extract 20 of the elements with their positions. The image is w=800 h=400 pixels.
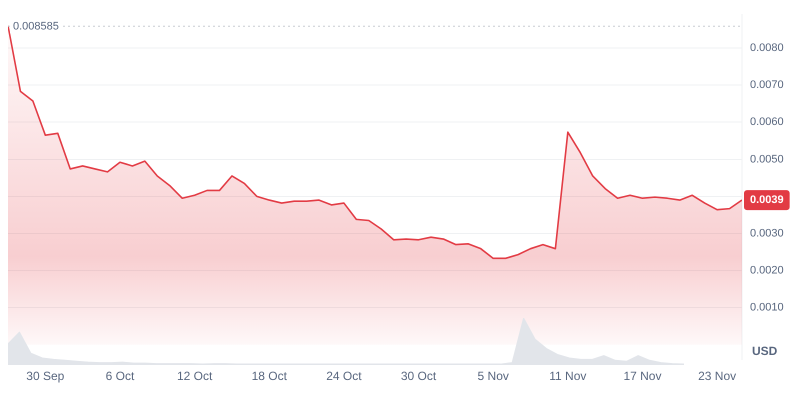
x-tick-label: 17 Nov <box>623 369 662 384</box>
data-label: 0.0039 <box>750 194 784 206</box>
y-tick-label: 0.0050 <box>750 153 784 166</box>
x-tick-label: 12 Oct <box>176 369 213 384</box>
x-tick-label: 6 Oct <box>106 369 135 384</box>
x-tick-label: 30 Oct <box>400 369 437 384</box>
x-tick-label: 18 Oct <box>252 369 288 384</box>
y-tick-label: 0.0020 <box>750 264 784 277</box>
y-axis-title: USD <box>752 344 778 358</box>
x-tick-label: 24 Oct <box>326 369 362 384</box>
x-tick-label: 5 Nov <box>478 369 509 384</box>
x-tick-label: 30 Sep <box>26 369 65 384</box>
x-tick-label: 23 Nov <box>698 369 736 384</box>
y-tick-label: 0.0030 <box>750 228 784 240</box>
y-tick-label: 0.0010 <box>750 302 784 314</box>
y-tick-label: 0.0060 <box>750 116 784 128</box>
x-tick-label: 11 Nov <box>549 369 586 384</box>
y-tick-label: 0.0080 <box>750 42 784 54</box>
y-tick-label: 0.0070 <box>750 79 784 92</box>
ref-line-label: 0.008585 <box>13 20 59 32</box>
